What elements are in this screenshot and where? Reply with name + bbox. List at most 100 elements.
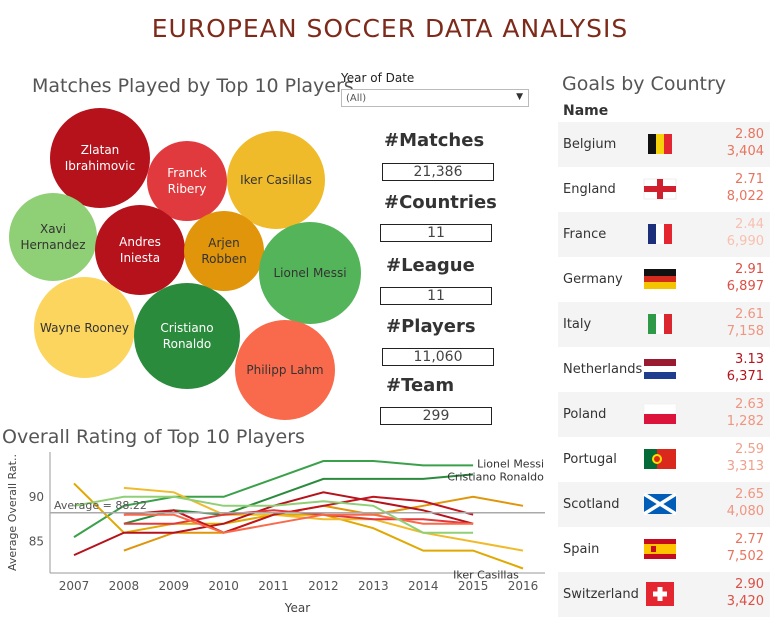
goals-row-italy[interactable]: Italy 2.61 7,158: [558, 302, 770, 347]
country-name: Scotland: [563, 497, 620, 512]
bubble-label: Iker Casillas: [240, 173, 312, 187]
goals-row-scotland[interactable]: Scotland 2.65 4,080: [558, 482, 770, 527]
avg-goals-value: 2.90: [735, 577, 764, 592]
y-tick-label: 85: [29, 535, 44, 549]
country-name: Portugal: [563, 452, 617, 467]
total-goals-value: 6,990: [726, 234, 764, 249]
kpi-team-label: #Team: [386, 375, 455, 396]
total-goals-value: 4,080: [726, 504, 764, 519]
bubble-zlatan-ibrahimovic[interactable]: Zlatan Ibrahimovic: [50, 108, 150, 208]
bubble-label: Arjen Robben: [201, 236, 247, 266]
kpi-players-label: #Players: [386, 316, 476, 337]
france-flag-icon: [648, 224, 672, 244]
portugal-flag-icon: [644, 449, 676, 469]
kpi-matches-label: #Matches: [384, 130, 485, 151]
goals-by-country-title: Goals by Country: [562, 73, 727, 95]
bubble-label: Cristiano Ronaldo: [160, 321, 214, 351]
series-line-9: [73, 495, 474, 534]
goals-row-poland[interactable]: Poland 2.63 1,282: [558, 392, 770, 437]
x-tick-label: 2011: [258, 579, 289, 593]
country-name: Germany: [563, 272, 623, 287]
x-tick-label: 2008: [109, 579, 140, 593]
kpi-players-value: 11,060: [382, 348, 494, 366]
belgium-flag-icon: [648, 134, 672, 154]
rating-line-chart: 85 90 2007 2008 2009 2010 2011 2012 2013 2014 2015…: [6, 452, 545, 615]
goals-row-portugal[interactable]: Portugal 2.59 3,313: [558, 437, 770, 482]
bubble-arjen-robben[interactable]: Arjen Robben: [184, 211, 264, 291]
country-name: Switzerland: [563, 587, 639, 602]
avg-goals-value: 2.77: [735, 532, 764, 547]
country-name: Netherlands: [563, 362, 643, 377]
bubble-franck-ribery[interactable]: Franck Ribery: [147, 141, 227, 221]
total-goals-value: 1,282: [726, 414, 764, 429]
germany-flag-icon: [644, 269, 676, 289]
goals-row-spain[interactable]: Spain 2.77 7,502: [558, 527, 770, 572]
bubble-label: Wayne Rooney: [40, 320, 129, 335]
goals-column-header: Name: [563, 103, 609, 119]
year-filter-dropdown[interactable]: (All) ▼: [341, 89, 529, 107]
x-tick-label: 2013: [358, 579, 389, 593]
country-name: France: [563, 227, 607, 242]
series-line-6: [123, 495, 474, 534]
x-tick-label: 2007: [59, 579, 90, 593]
poland-flag-icon: [643, 403, 677, 424]
total-goals-value: 7,158: [726, 324, 764, 339]
country-name: Belgium: [563, 137, 617, 152]
average-line-label: Average = 88.22: [54, 499, 147, 512]
total-goals-value: 8,022: [726, 189, 764, 204]
goals-table: Belgium 2.80 3,404 England 2.71 8,022 France 2.…: [558, 122, 770, 617]
year-filter-value: (All): [346, 93, 367, 104]
country-name: Poland: [563, 407, 607, 422]
kpi-league-label: #League: [386, 255, 475, 276]
bubble-cristiano-ronaldo[interactable]: Cristiano Ronaldo: [134, 283, 240, 389]
goals-row-france[interactable]: France 2.44 6,990: [558, 212, 770, 257]
bubble-xavi-hernandez[interactable]: Xavi Hernandez: [9, 193, 97, 281]
y-axis-label: Average Overall Rat..: [6, 454, 19, 571]
goals-row-germany[interactable]: Germany 2.91 6,897: [558, 257, 770, 302]
bubble-andres-iniesta[interactable]: Andres Iniesta: [95, 205, 185, 295]
bubble-label: Zlatan Ibrahimovic: [64, 143, 136, 173]
x-tick-label: 2015: [458, 579, 489, 593]
bubble-label: Franck Ribery: [167, 166, 207, 196]
bubble-iker-casillas[interactable]: Iker Casillas: [227, 131, 325, 229]
goals-row-netherlands[interactable]: Netherlands 3.13 6,371: [558, 347, 770, 392]
bubble-wayne-rooney[interactable]: Wayne Rooney: [34, 277, 135, 378]
series-line-0: [73, 460, 474, 538]
total-goals-value: 3,404: [726, 144, 764, 159]
x-tick-label: 2014: [408, 579, 439, 593]
avg-goals-value: 2.63: [735, 397, 764, 412]
avg-goals-value: 2.71: [735, 172, 764, 187]
bubble-label: Philipp Lahm: [246, 363, 324, 377]
avg-goals-value: 2.65: [735, 487, 764, 502]
avg-goals-value: 2.44: [735, 217, 764, 232]
kpi-countries-label: #Countries: [384, 192, 497, 213]
goals-row-belgium[interactable]: Belgium 2.80 3,404: [558, 122, 770, 167]
dashboard-title: EUROPEAN SOCCER DATA ANALYSIS: [151, 14, 629, 43]
year-filter-label: Year of Date: [341, 71, 415, 85]
avg-goals-value: 2.59: [735, 442, 764, 457]
country-name: England: [563, 182, 616, 197]
country-name: Spain: [563, 542, 600, 557]
x-tick-label: 2010: [208, 579, 239, 593]
kpi-team-value: 299: [380, 407, 492, 425]
x-axis-label: Year: [284, 601, 310, 615]
switzerland-flag-icon: [646, 582, 674, 606]
bubble-label: Xavi Hernandez: [20, 222, 86, 252]
avg-goals-value: 2.80: [735, 127, 764, 142]
bubble-label: Andres Iniesta: [119, 235, 161, 265]
x-tick-label: 2009: [159, 579, 190, 593]
goals-row-switzerland[interactable]: Switzerland 2.90 3,420: [558, 572, 770, 617]
total-goals-value: 3,313: [726, 459, 764, 474]
bubble-lionel-messi[interactable]: Lionel Messi: [259, 222, 361, 324]
total-goals-value: 6,371: [726, 369, 764, 384]
avg-goals-value: 3.13: [735, 352, 764, 367]
series-line-2: [73, 482, 524, 570]
spain-flag-icon: [644, 539, 676, 559]
total-goals-value: 3,420: [726, 594, 764, 609]
goals-row-england[interactable]: England 2.71 8,022: [558, 167, 770, 212]
total-goals-value: 6,897: [726, 279, 764, 294]
bubble-philipp-lahm[interactable]: Philipp Lahm: [235, 320, 335, 420]
series-label-1: Cristiano Ronaldo: [447, 471, 544, 484]
avg-goals-value: 2.91: [735, 262, 764, 277]
chevron-down-icon[interactable]: ▼: [516, 92, 523, 102]
